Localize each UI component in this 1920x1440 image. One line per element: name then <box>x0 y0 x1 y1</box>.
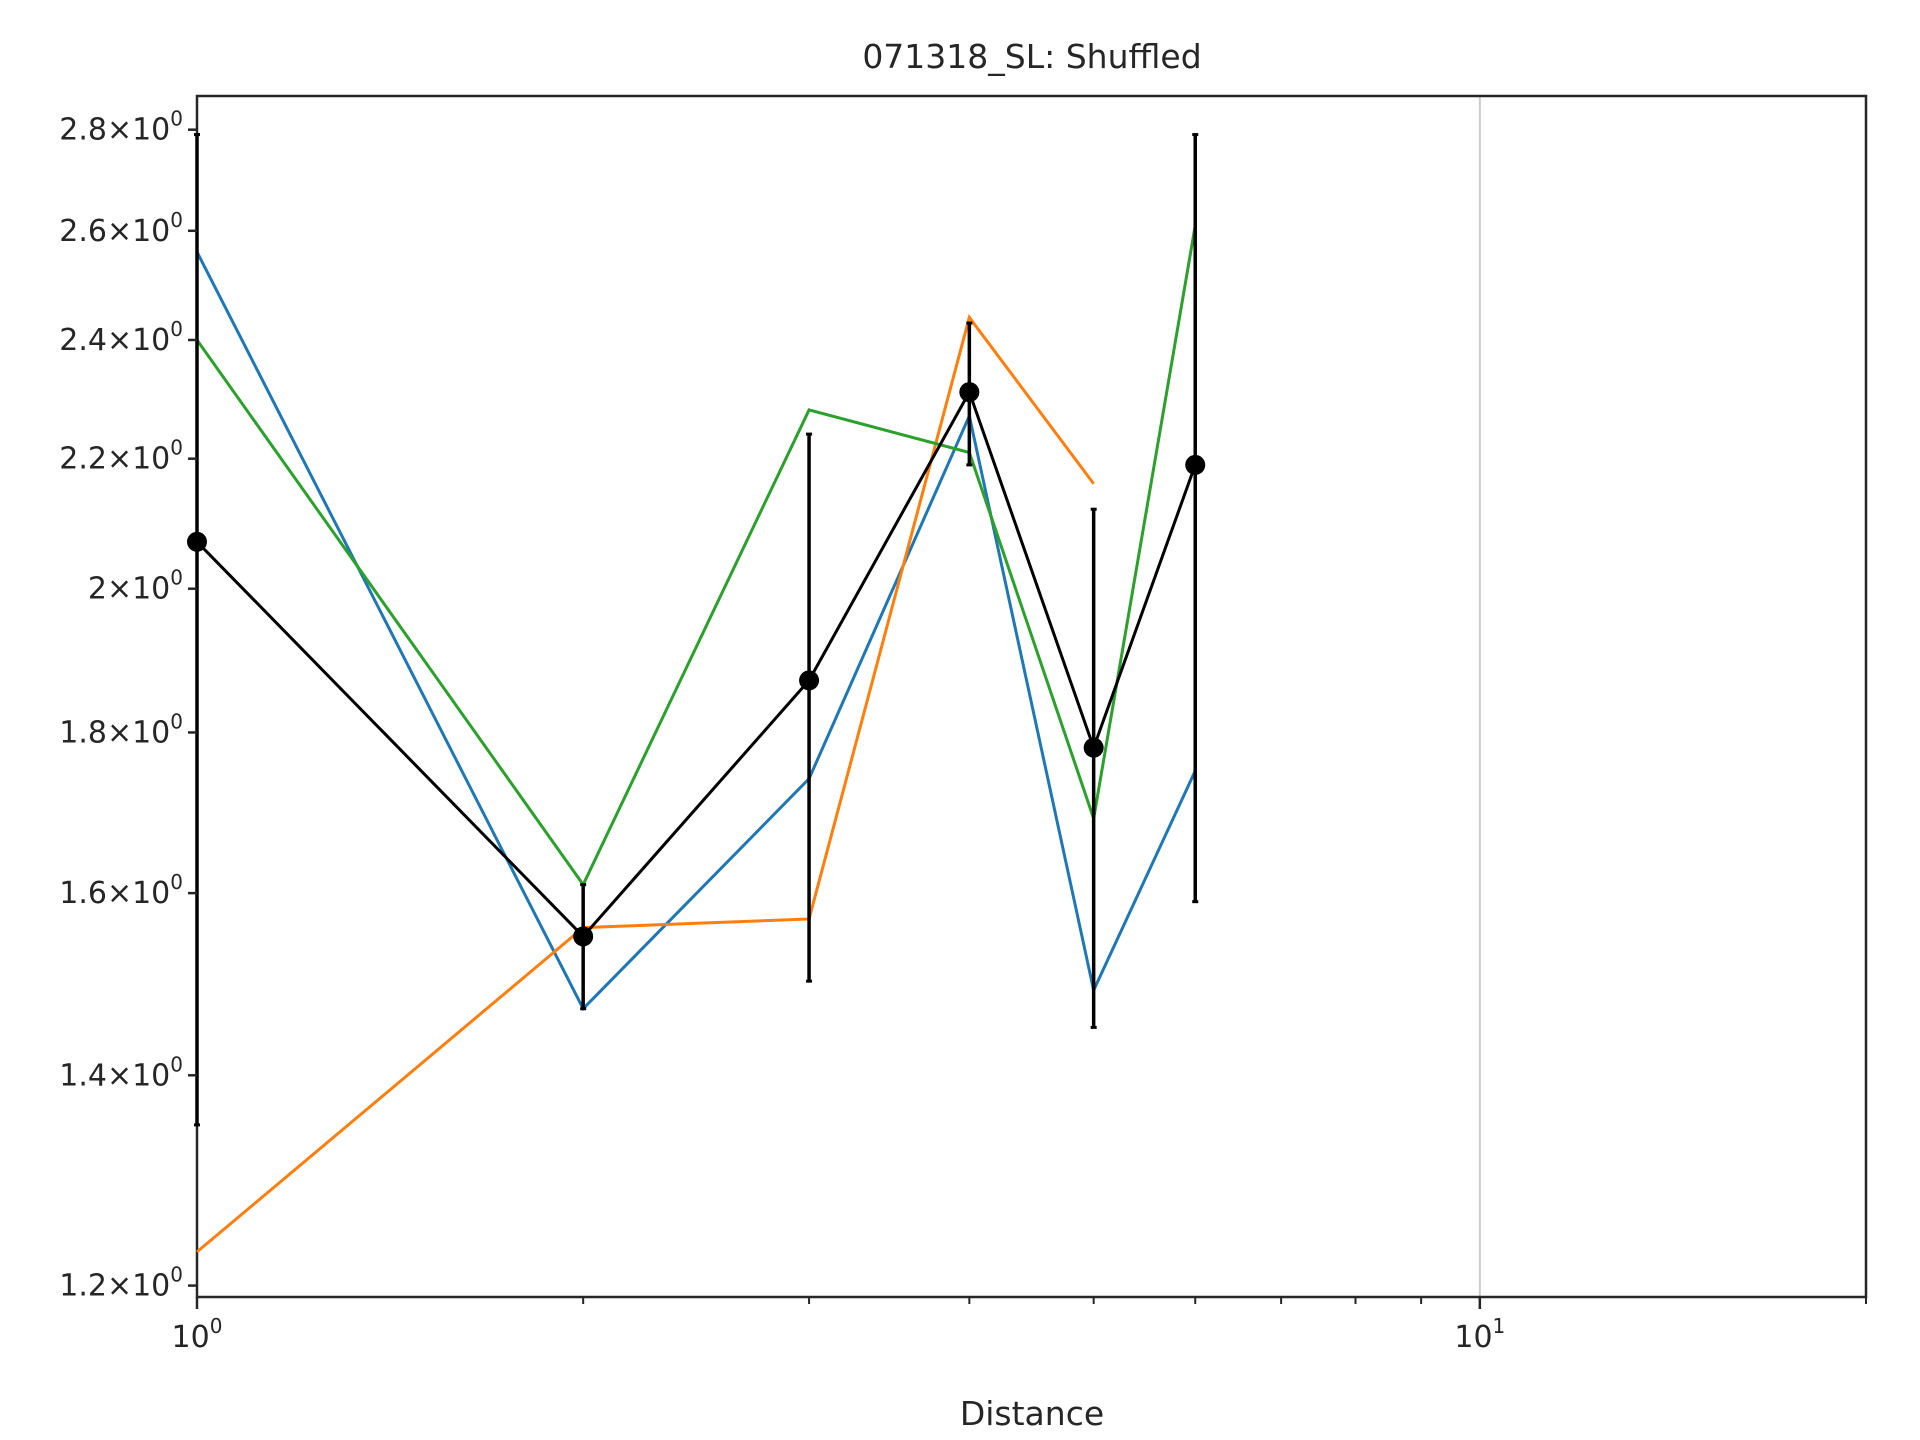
y-tick-label: 1.2×100 <box>59 1263 183 1304</box>
y-tick-label: 1.6×100 <box>59 870 183 911</box>
y-tick-label: 2×100 <box>88 566 183 607</box>
y-tick-label: 1.8×100 <box>59 709 183 750</box>
data-point <box>799 670 820 691</box>
chart-title: 071318_SL: Shuffled <box>862 37 1201 76</box>
x-axis-label: Distance <box>960 1394 1104 1433</box>
series-line-2 <box>195 225 1197 888</box>
y-tick-label: 2.2×100 <box>59 436 183 477</box>
data-point <box>573 926 594 947</box>
data-point <box>1083 737 1104 758</box>
y-tick-label: 2.8×100 <box>59 107 183 148</box>
ticks-layer: 1.2×100 1.4×100 1.6×100 1.8×100 2×100 2.2×100… <box>59 107 1867 1355</box>
series-layer <box>187 133 1206 1254</box>
y-tick-label: 2.6×100 <box>59 208 183 249</box>
data-point <box>1185 454 1206 475</box>
series-line-0 <box>195 251 1197 1012</box>
series-line-1 <box>196 314 1095 1254</box>
x-tick-label: 100 <box>172 1314 223 1355</box>
x-tick-label: 101 <box>1454 1314 1505 1355</box>
y-tick-label: 2.4×100 <box>59 317 183 358</box>
y-tick-label: 1.4×100 <box>59 1052 183 1093</box>
data-point <box>959 382 980 403</box>
data-point <box>187 531 207 552</box>
series-line-3 <box>195 388 1197 939</box>
